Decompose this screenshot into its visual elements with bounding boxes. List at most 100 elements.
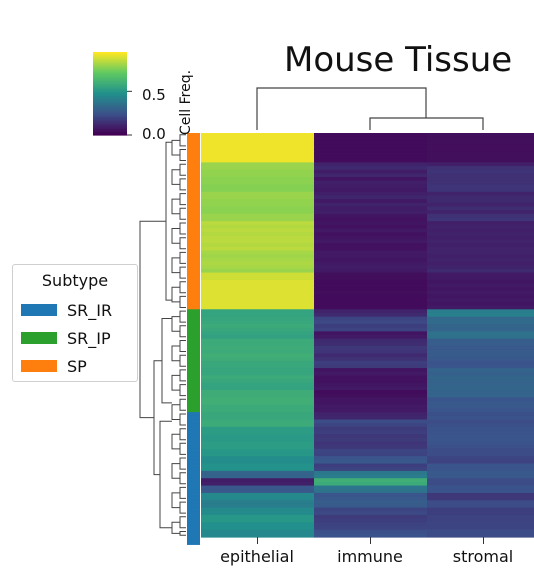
heatmap-cell xyxy=(201,276,315,281)
heatmap-cell xyxy=(314,162,428,167)
heatmap-cell xyxy=(201,441,315,446)
heatmap-cell xyxy=(427,386,534,391)
colorbar-tick-label: 0.0 xyxy=(142,125,166,143)
heatmap-cell xyxy=(427,173,534,178)
heatmap-cell xyxy=(427,335,534,340)
colorbar-segment xyxy=(93,110,127,113)
colorbar-segment xyxy=(93,60,127,63)
dendrogram-link xyxy=(153,360,162,476)
colorbar-segment xyxy=(93,57,127,60)
heatmap-cell xyxy=(314,496,428,501)
heatmap-cell xyxy=(427,224,534,230)
chart-title: Mouse Tissue xyxy=(284,40,513,80)
subtype-cell xyxy=(187,191,200,197)
heatmap-cell xyxy=(427,338,534,343)
heatmap-cell xyxy=(427,470,534,476)
subtype-cell xyxy=(187,401,200,406)
subtype-cell xyxy=(187,250,200,255)
heatmap-cell xyxy=(427,199,534,204)
heatmap-cell xyxy=(314,430,428,435)
colorbar-segment xyxy=(93,128,127,131)
heatmap-cell xyxy=(201,232,315,237)
heatmap-cell xyxy=(201,210,315,215)
colorbar-segment xyxy=(93,76,127,79)
dendrogram-link xyxy=(179,531,186,536)
subtype-cell xyxy=(187,368,200,373)
legend-swatch xyxy=(21,332,57,344)
heatmap-cell xyxy=(201,327,315,332)
dendrogram-link xyxy=(179,134,186,147)
subtype-cell xyxy=(187,412,200,417)
colorbar-segment xyxy=(93,87,127,90)
heatmap-cell xyxy=(201,371,315,376)
subtype-cell xyxy=(187,474,200,479)
heatmap-cell xyxy=(201,360,315,365)
heatmap-cell xyxy=(314,393,428,399)
subtype-cell xyxy=(187,261,200,266)
colorbar-segment xyxy=(93,81,127,84)
heatmap-cell xyxy=(314,331,428,336)
heatmap-cell xyxy=(314,254,428,259)
heatmap-cell xyxy=(314,221,428,226)
subtype-cell xyxy=(187,437,200,443)
heatmap-cell xyxy=(201,514,315,520)
subtype-cell xyxy=(187,342,200,347)
subtype-cell xyxy=(187,518,200,523)
subtype-cell xyxy=(187,239,200,244)
dendrogram-link xyxy=(179,384,186,397)
dendrogram-link xyxy=(171,198,180,215)
heatmap-cell xyxy=(427,279,534,285)
colorbar-segment xyxy=(93,72,127,75)
dendrogram-link xyxy=(171,169,180,185)
heatmap-cell xyxy=(201,507,315,512)
heatmap-cell xyxy=(314,379,428,384)
heatmap-cell xyxy=(201,529,315,534)
heatmap-cell xyxy=(427,445,534,450)
heatmap-cell xyxy=(314,382,428,388)
heatmap-cell xyxy=(427,452,534,457)
colorbar-segment xyxy=(93,82,127,85)
heatmap-cell xyxy=(427,265,534,270)
heatmap-cell xyxy=(201,415,315,421)
heatmap-cell xyxy=(427,481,534,487)
dendrogram-link xyxy=(179,398,186,411)
colorbar-segment xyxy=(93,115,127,118)
heatmap-cell xyxy=(427,342,534,347)
heatmap-cell xyxy=(201,323,315,329)
heatmap-cell xyxy=(201,257,315,263)
subtype-cell xyxy=(187,140,200,145)
heatmap-cell xyxy=(201,448,315,454)
heatmap-cell xyxy=(427,312,534,318)
colorbar-segment xyxy=(93,96,127,99)
heatmap-cell xyxy=(427,404,534,410)
heatmap-cell xyxy=(427,522,534,527)
heatmap-cell xyxy=(201,290,315,296)
heatmap-cell xyxy=(201,525,315,531)
heatmap-cell xyxy=(314,412,428,417)
dendrogram-link xyxy=(159,420,172,529)
colorbar-segment xyxy=(93,94,127,97)
heatmap-cell xyxy=(427,375,534,380)
subtype-cell xyxy=(187,533,200,538)
heatmap-cell xyxy=(314,184,428,189)
heatmap-cell xyxy=(314,390,428,395)
heatmap-cell xyxy=(427,228,534,233)
heatmap-cell xyxy=(201,419,315,424)
heatmap-cell xyxy=(427,144,534,149)
heatmap-cell xyxy=(314,415,428,421)
heatmap-cell xyxy=(314,239,428,244)
heatmap-cell xyxy=(314,478,428,483)
heatmap-cell xyxy=(201,151,315,156)
colorbar-segment xyxy=(93,104,127,107)
heatmap-cell xyxy=(314,463,428,468)
heatmap-cell xyxy=(201,489,315,494)
heatmap-cell xyxy=(427,474,534,479)
subtype-cell xyxy=(187,133,200,138)
heatmap-cell xyxy=(201,412,315,417)
colorbar-segment xyxy=(93,69,127,72)
dendrogram-link xyxy=(179,472,186,485)
subtype-cell xyxy=(187,419,200,424)
dendrogram-link xyxy=(179,149,186,161)
heatmap-cell xyxy=(201,481,315,487)
heatmap-cell xyxy=(201,423,315,428)
